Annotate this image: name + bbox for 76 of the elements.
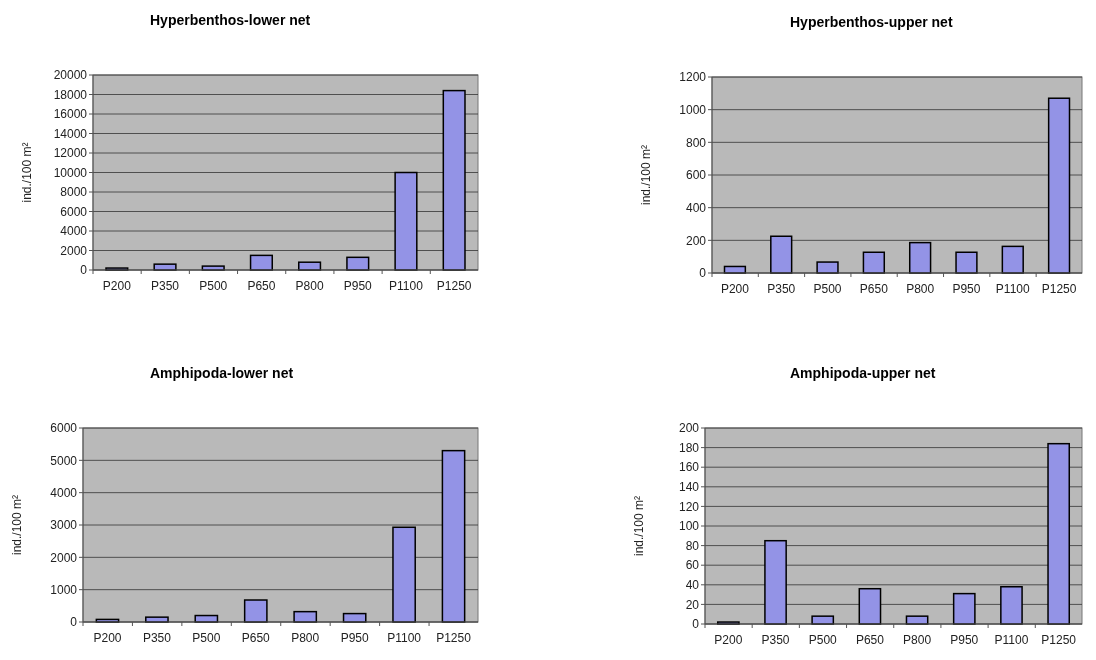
y-tick-label: 3000	[50, 518, 78, 533]
x-tick-label: P500	[199, 279, 228, 293]
x-tick-label: P1100	[995, 282, 1030, 296]
x-tick-label: P800	[295, 279, 324, 293]
x-tick-label: P200	[714, 633, 743, 647]
x-tick-label: P350	[151, 279, 180, 293]
y-tick-label: 5000	[50, 453, 78, 468]
x-tick-label: P650	[247, 279, 276, 293]
x-tick-label: P350	[761, 633, 790, 647]
y-tick-label: 180	[678, 440, 700, 455]
x-tick-label: P350	[767, 282, 796, 296]
y-tick-label: 20	[685, 597, 700, 612]
x-tick-label: P200	[102, 279, 132, 293]
y-tick-label: 80	[685, 538, 700, 553]
y-axis-title: ind./100 m²	[632, 495, 646, 557]
x-tick-label: P650	[855, 633, 885, 647]
y-axis-title: ind./100 m²	[10, 494, 24, 556]
y-axis-title: ind./100 m²	[639, 144, 653, 206]
x-tick-label: P350	[142, 631, 172, 645]
x-tick-label: P800	[906, 282, 935, 296]
x-tick-label: P200	[93, 631, 122, 645]
y-tick-label: 0	[692, 617, 700, 632]
x-tick-label: P200	[720, 282, 750, 296]
y-tick-label: 8000	[60, 185, 88, 200]
chart-title: Hyperbenthos-lower net	[150, 12, 311, 28]
y-tick-label: 2000	[50, 550, 78, 565]
y-tick-label: 6000	[60, 204, 88, 219]
x-tick-label: P950	[952, 282, 981, 296]
y-tick-label: 200	[685, 233, 707, 248]
chart-title: Amphipoda-upper net	[790, 365, 936, 381]
x-tick-label: P950	[340, 631, 369, 645]
x-tick-label: P950	[950, 633, 979, 647]
y-tick-label: 2000	[60, 243, 88, 258]
x-tick-label: P1250	[436, 279, 472, 293]
y-axis-title: ind./100 m²	[20, 142, 34, 203]
y-tick-label: 120	[678, 499, 700, 514]
y-tick-label: 10000	[53, 165, 88, 180]
y-tick-label: 1200	[679, 70, 707, 85]
y-tick-label: 200	[678, 421, 700, 436]
y-tick-label: 6000	[50, 421, 78, 436]
y-tick-label: 16000	[53, 107, 88, 122]
y-tick-label: 400	[685, 200, 707, 215]
x-tick-label: P800	[291, 631, 320, 645]
y-tick-label: 40	[685, 578, 700, 592]
x-tick-label: P500	[813, 282, 842, 296]
x-tick-label: P1100	[994, 633, 1029, 647]
x-tick-label: P500	[192, 631, 221, 645]
chart-title: Amphipoda-lower net	[150, 365, 294, 381]
x-tick-label: P950	[343, 279, 373, 293]
y-tick-label: 600	[685, 168, 707, 183]
x-tick-label: P1250	[1041, 633, 1077, 647]
y-tick-label: 20000	[53, 68, 88, 83]
y-tick-label: 4000	[60, 224, 88, 239]
x-tick-label: P500	[808, 633, 838, 647]
y-tick-label: 4000	[50, 485, 78, 500]
y-tick-label: 160	[678, 460, 700, 475]
y-tick-label: 800	[685, 135, 707, 150]
y-tick-label: 100	[678, 519, 700, 534]
x-tick-label: P650	[241, 631, 271, 645]
y-tick-label: 12000	[53, 146, 88, 161]
y-tick-label: 18000	[53, 87, 88, 102]
chart-title: Hyperbenthos-upper net	[790, 14, 953, 30]
y-tick-label: 14000	[53, 126, 88, 141]
y-tick-label: 0	[80, 263, 88, 278]
x-tick-label: P1100	[389, 279, 424, 293]
y-tick-label: 0	[699, 266, 707, 281]
x-tick-label: P650	[859, 282, 889, 296]
y-tick-label: 60	[685, 558, 700, 573]
y-tick-label: 1000	[679, 102, 707, 117]
x-tick-label: P800	[903, 633, 932, 647]
x-tick-label: P1250	[1041, 282, 1077, 296]
y-tick-label: 0	[70, 615, 78, 630]
y-tick-label: 140	[678, 480, 700, 494]
x-tick-label: P1250	[436, 631, 472, 645]
x-tick-label: P1100	[387, 631, 422, 645]
y-tick-label: 1000	[50, 582, 78, 597]
